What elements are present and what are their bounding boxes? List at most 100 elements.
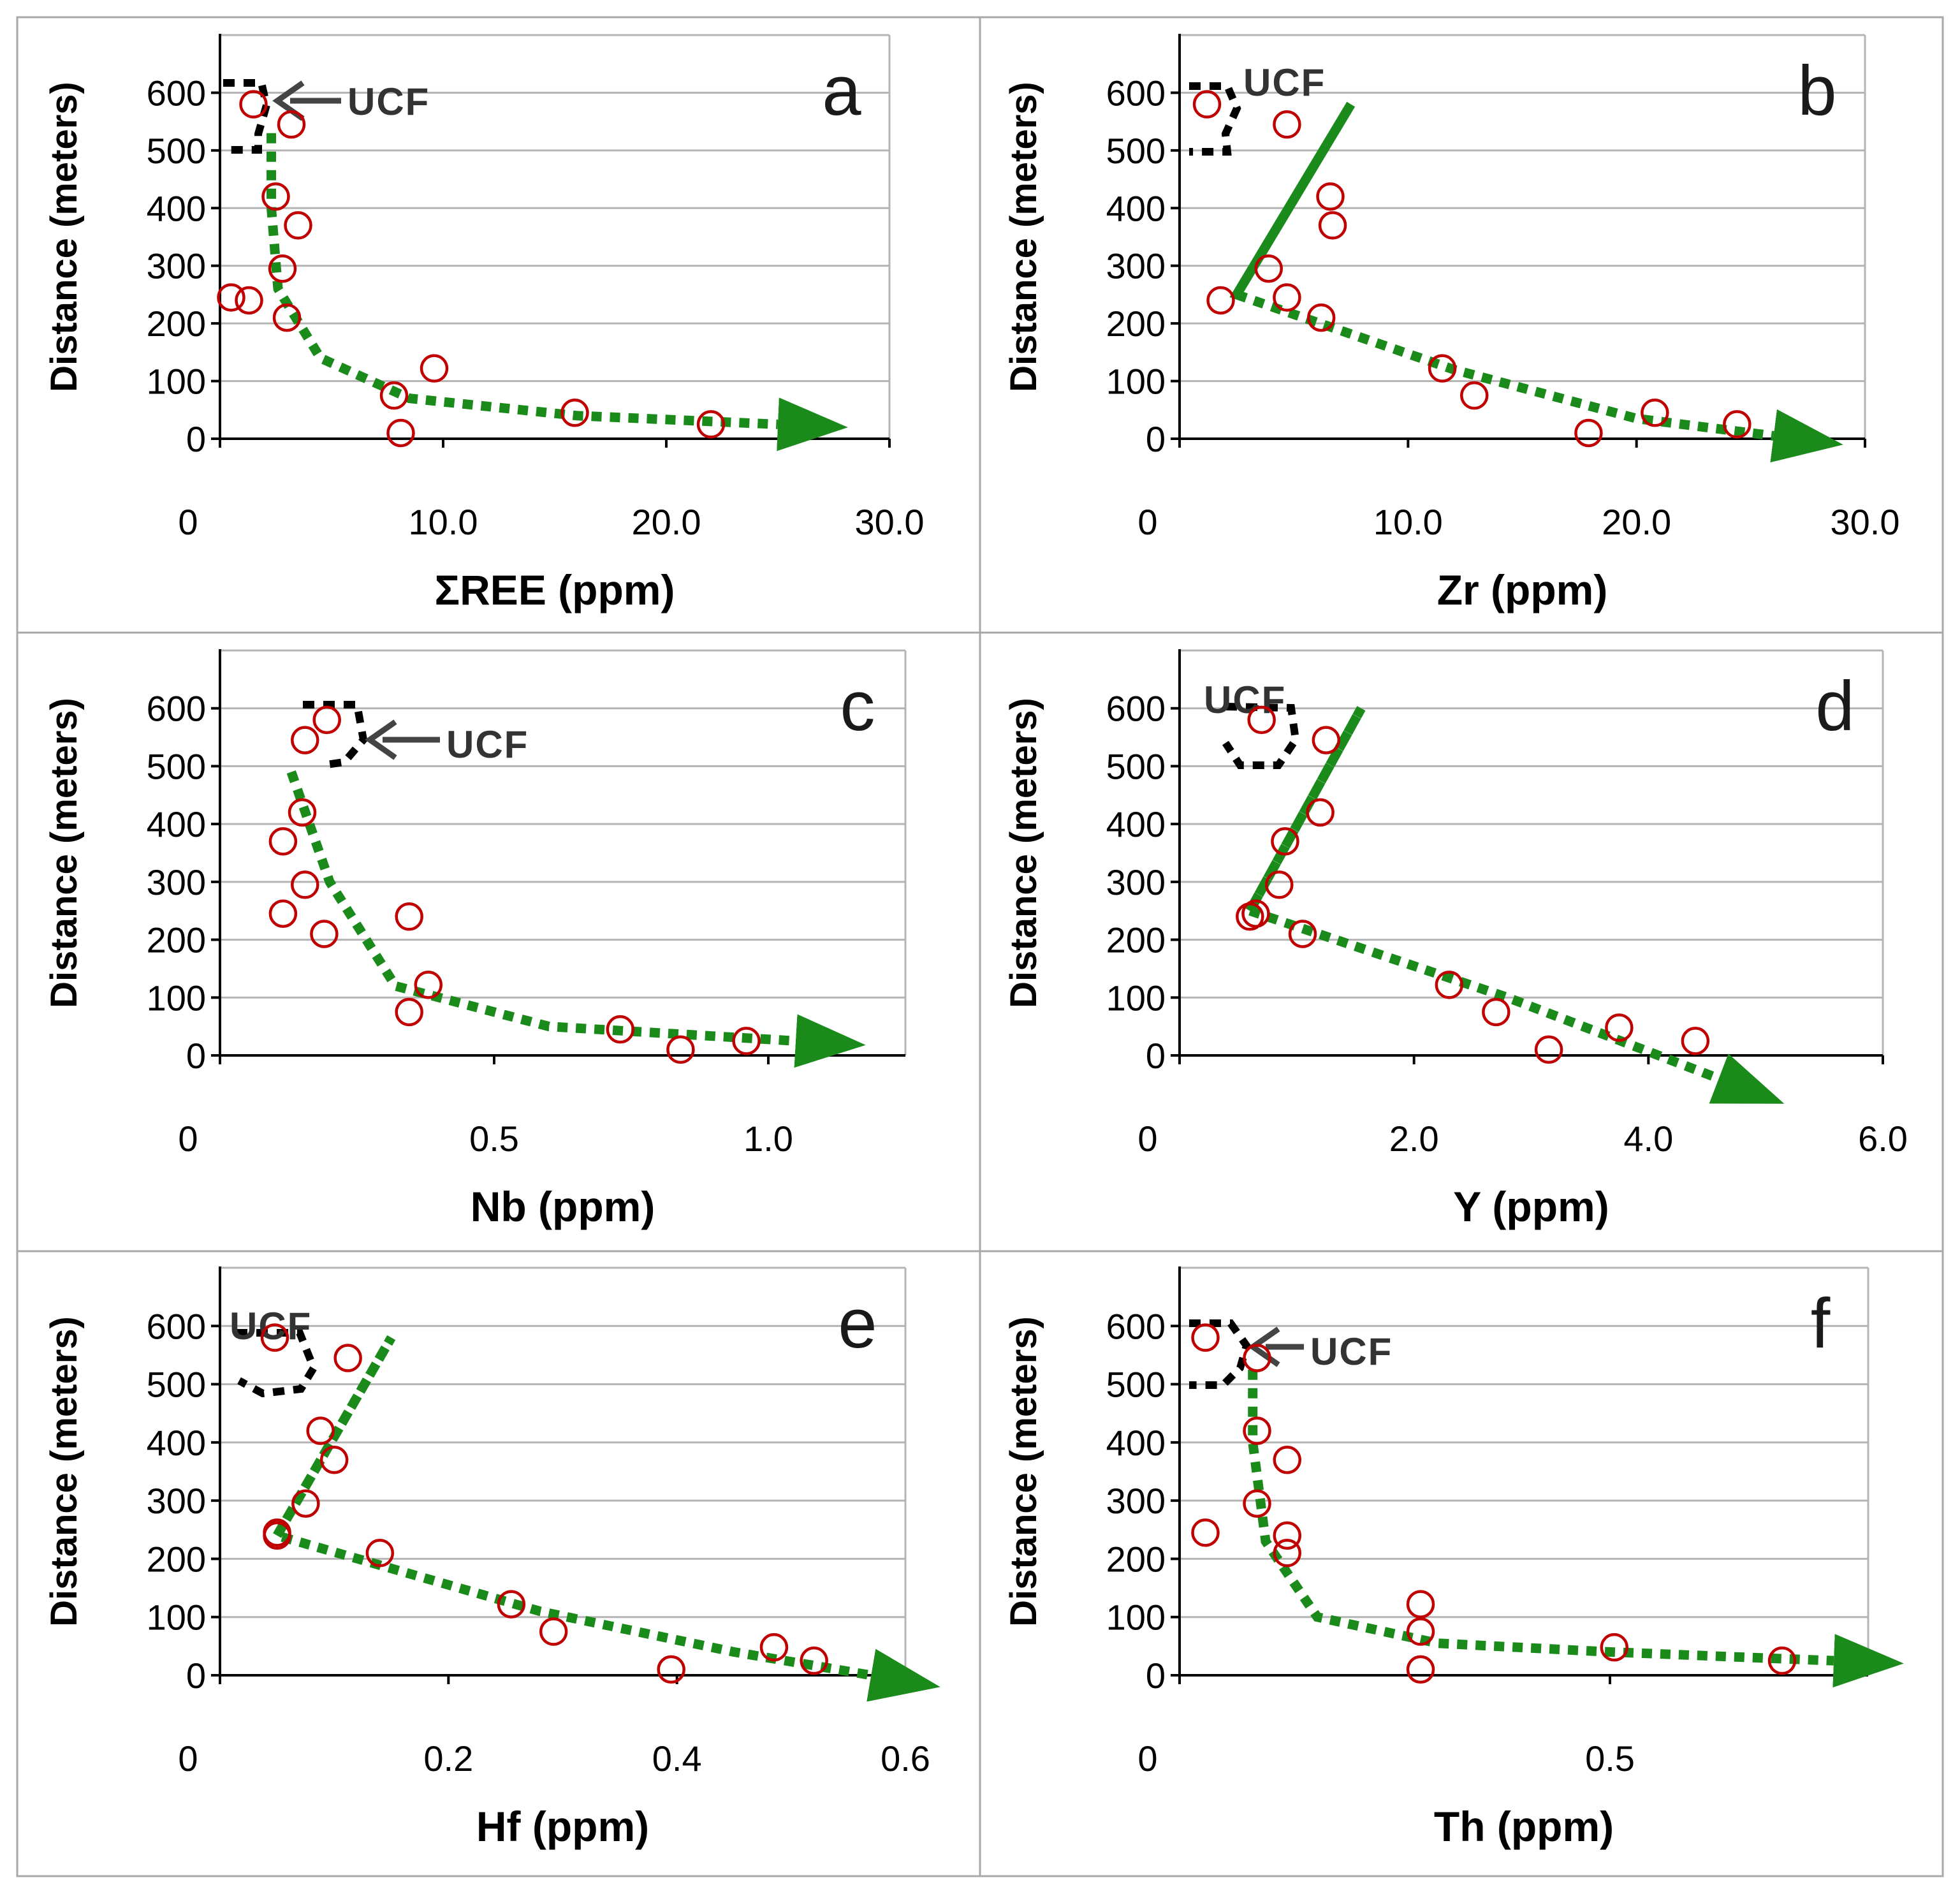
- panel-b: 0 100 200 300 400 500 600 0 10.0 20.0 30.0 Zr (ppm)…: [979, 16, 1944, 634]
- x-tick-label: 0.5: [469, 1119, 519, 1159]
- data-point: [1191, 1518, 1220, 1547]
- data-point: [1271, 827, 1299, 856]
- data-point: [606, 1015, 635, 1044]
- x-tick-label: 0: [178, 502, 198, 542]
- data-point: [1192, 90, 1222, 119]
- data-point: [272, 303, 302, 332]
- y-tick-label: 300: [1106, 1481, 1166, 1521]
- data-point: [291, 1489, 320, 1518]
- x-axis-label: Hf (ppm): [476, 1803, 649, 1850]
- y-tick-label: 100: [147, 1597, 206, 1638]
- data-point: [268, 827, 298, 856]
- y-tick-label: 0: [186, 1655, 206, 1696]
- x-axis-label: Th (ppm): [1434, 1803, 1614, 1850]
- y-tick-label: 600: [147, 689, 206, 729]
- data-point: [1723, 410, 1752, 439]
- trend-line: [1248, 1369, 1904, 1688]
- data-point: [306, 1416, 335, 1445]
- data-point: [291, 870, 319, 899]
- data-point: [365, 1539, 395, 1567]
- data-point: [1206, 286, 1235, 315]
- panel-a: 0 100 200 300 400 500 600 0 10.0 20.0 30.0 ΣREE (pp…: [16, 16, 981, 634]
- data-point: [1265, 870, 1294, 899]
- data-point: [1243, 1344, 1271, 1372]
- data-point: [666, 1035, 695, 1064]
- data-point: [1243, 1489, 1271, 1518]
- panel-e: 0 100 200 300 400 500 600 0 0.2 0.4 0.6 Hf (ppm) Dis…: [16, 1250, 981, 1877]
- data-point: [1316, 182, 1345, 211]
- data-point: [1600, 1633, 1628, 1662]
- x-tick-label: 30.0: [1831, 502, 1900, 542]
- data-point: [1641, 399, 1669, 427]
- data-point: [1254, 254, 1283, 283]
- y-tick-label: 200: [147, 1539, 206, 1579]
- panel-letter: a: [822, 52, 861, 130]
- y-axis-label: Distance (meters): [1003, 698, 1044, 1008]
- data-point: [1574, 418, 1603, 448]
- x-axis-label: ΣREE (ppm): [435, 566, 675, 613]
- y-tick-label: 400: [147, 1423, 206, 1463]
- x-tick-label: 0: [1137, 1738, 1157, 1779]
- data-point: [235, 286, 263, 315]
- y-tick-label: 500: [1106, 1365, 1166, 1405]
- data-point: [1273, 1445, 1301, 1474]
- panel-letter: d: [1815, 667, 1854, 745]
- data-point: [1306, 798, 1335, 827]
- y-tick-label: 300: [147, 246, 206, 286]
- data-point: [420, 354, 449, 383]
- data-point: [1273, 1521, 1301, 1550]
- y-tick-label: 500: [147, 746, 206, 786]
- panel-letter: c: [840, 667, 875, 745]
- data-point: [1273, 283, 1301, 312]
- data-point: [759, 1633, 789, 1662]
- data-point: [1273, 1539, 1301, 1567]
- x-tick-label: 6.0: [1858, 1119, 1908, 1159]
- data-point: [1406, 1617, 1435, 1646]
- data-point: [732, 1027, 761, 1055]
- ucf-marker: [1222, 703, 1300, 769]
- data-point: [333, 1344, 362, 1372]
- data-point: [1406, 1590, 1435, 1619]
- data-point: [1247, 705, 1276, 735]
- data-point: [1406, 1655, 1435, 1684]
- x-tick-label: 20.0: [1602, 502, 1671, 542]
- x-tick-label: 0.2: [423, 1738, 473, 1779]
- y-tick-label: 600: [147, 1306, 206, 1346]
- data-point: [539, 1617, 568, 1646]
- trend-line: [286, 770, 866, 1068]
- x-tick-label: 0.4: [652, 1738, 702, 1779]
- x-tick-label: 4.0: [1623, 1119, 1673, 1159]
- y-tick-label: 200: [1106, 920, 1166, 960]
- y-tick-label: 200: [1106, 1539, 1166, 1579]
- data-point: [1681, 1027, 1710, 1055]
- y-tick-label: 400: [147, 188, 206, 228]
- data-point: [1767, 1646, 1797, 1675]
- data-point: [261, 182, 290, 211]
- y-tick-label: 200: [147, 304, 206, 344]
- data-point: [288, 798, 317, 827]
- x-tick-label: 0: [1137, 1119, 1157, 1159]
- data-point: [657, 1655, 685, 1684]
- x-tick-label: 30.0: [855, 502, 925, 542]
- data-point: [800, 1646, 828, 1675]
- data-point: [1273, 110, 1301, 139]
- data-point: [497, 1590, 526, 1619]
- y-tick-label: 200: [147, 920, 206, 960]
- y-tick-label: 100: [1106, 1597, 1166, 1638]
- panel-letter: b: [1797, 52, 1836, 130]
- data-point: [310, 920, 339, 948]
- data-point: [1605, 1013, 1634, 1042]
- y-tick-label: 600: [147, 73, 206, 113]
- data-point: [1435, 971, 1464, 999]
- data-point: [1312, 726, 1341, 754]
- y-tick-label: 600: [1106, 73, 1166, 113]
- trend-line: [1243, 706, 1785, 1104]
- data-point: [1428, 354, 1457, 383]
- y-axis-label: Distance (meters): [1003, 1316, 1044, 1627]
- data-point: [395, 997, 423, 1027]
- data-point: [268, 899, 298, 928]
- x-tick-label: 2.0: [1389, 1119, 1439, 1159]
- data-point: [284, 211, 312, 240]
- trend-line: [1229, 101, 1843, 463]
- ucf-marker: [223, 79, 271, 154]
